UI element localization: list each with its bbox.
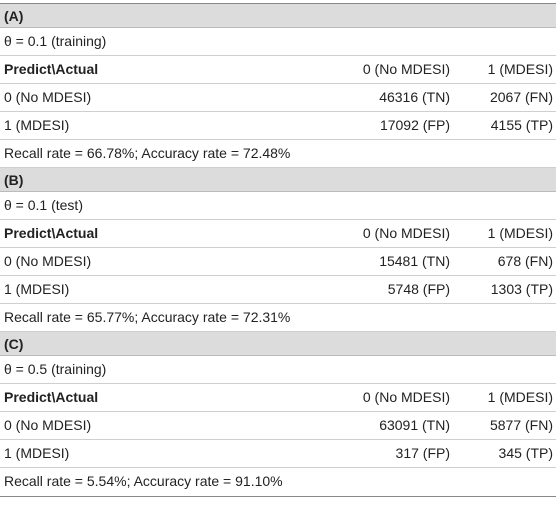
data-row: 1 (MDESI) 317 (FP) 345 (TP): [0, 440, 556, 468]
cell: 1 (MDESI): [4, 117, 70, 133]
cell: 5877 (FN): [489, 417, 553, 433]
header-row: Predict\Actual 0 (No MDESI) 1 (MDESI): [0, 384, 556, 412]
theta-row: θ = 0.5 (training): [0, 356, 556, 384]
theta-label: θ = 0.5 (training): [4, 361, 107, 377]
data-row: 0 (No MDESI) 63091 (TN) 5877 (FN): [0, 412, 556, 440]
summary-row: Recall rate = 5.54%; Accuracy rate = 91.…: [0, 468, 556, 496]
data-row: 0 (No MDESI) 15481 (TN) 678 (FN): [0, 248, 556, 276]
data-row: 0 (No MDESI) 46316 (TN) 2067 (FN): [0, 84, 556, 112]
cell: 678 (FN): [497, 253, 553, 269]
cell: 2067 (FN): [489, 89, 553, 105]
header-row: Predict\Actual 0 (No MDESI) 1 (MDESI): [0, 220, 556, 248]
theta-label: θ = 0.1 (training): [4, 33, 107, 49]
header-cell: 1 (MDESI): [487, 225, 553, 241]
section-label: (A): [4, 8, 24, 24]
cell: 1303 (TP): [490, 281, 553, 297]
cell: 345 (TP): [498, 445, 553, 461]
cell: 5748 (FP): [387, 281, 450, 297]
section-header: (B): [0, 168, 556, 192]
summary: Recall rate = 5.54%; Accuracy rate = 91.…: [4, 473, 283, 489]
cell: 1 (MDESI): [4, 445, 70, 461]
theta-row: θ = 0.1 (training): [0, 28, 556, 56]
header-cell: 1 (MDESI): [487, 61, 553, 77]
theta-label: θ = 0.1 (test): [4, 197, 83, 213]
data-row: 1 (MDESI) 5748 (FP) 1303 (TP): [0, 276, 556, 304]
section-header: (C): [0, 332, 556, 356]
cell: 63091 (TN): [379, 417, 450, 433]
section-label: (C): [4, 336, 24, 352]
header-cell: 0 (No MDESI): [362, 389, 450, 405]
cell: 17092 (FP): [379, 117, 450, 133]
cell: 1 (MDESI): [4, 281, 70, 297]
section-label: (B): [4, 172, 24, 188]
cell: 15481 (TN): [379, 253, 450, 269]
cell: 0 (No MDESI): [4, 253, 92, 269]
cell: 0 (No MDESI): [4, 417, 92, 433]
summary: Recall rate = 66.78%; Accuracy rate = 72…: [4, 145, 291, 161]
summary-row: Recall rate = 66.78%; Accuracy rate = 72…: [0, 140, 556, 168]
cell: 4155 (TP): [490, 117, 553, 133]
header-cell: 1 (MDESI): [487, 389, 553, 405]
header-cell: Predict\Actual: [4, 61, 99, 77]
cell: 46316 (TN): [379, 89, 450, 105]
cell: 0 (No MDESI): [4, 89, 92, 105]
summary-row: Recall rate = 65.77%; Accuracy rate = 72…: [0, 304, 556, 332]
header-cell: Predict\Actual: [4, 389, 99, 405]
header-cell: 0 (No MDESI): [362, 61, 450, 77]
summary: Recall rate = 65.77%; Accuracy rate = 72…: [4, 309, 291, 325]
cell: 317 (FP): [395, 445, 450, 461]
header-cell: Predict\Actual: [4, 225, 99, 241]
header-cell: 0 (No MDESI): [362, 225, 450, 241]
data-row: 1 (MDESI) 17092 (FP) 4155 (TP): [0, 112, 556, 140]
confusion-table: (A) θ = 0.1 (training) Predict\Actual 0 (No…: [0, 3, 556, 497]
section-header: (A): [0, 4, 556, 28]
header-row: Predict\Actual 0 (No MDESI) 1 (MDESI): [0, 56, 556, 84]
theta-row: θ = 0.1 (test): [0, 192, 556, 220]
